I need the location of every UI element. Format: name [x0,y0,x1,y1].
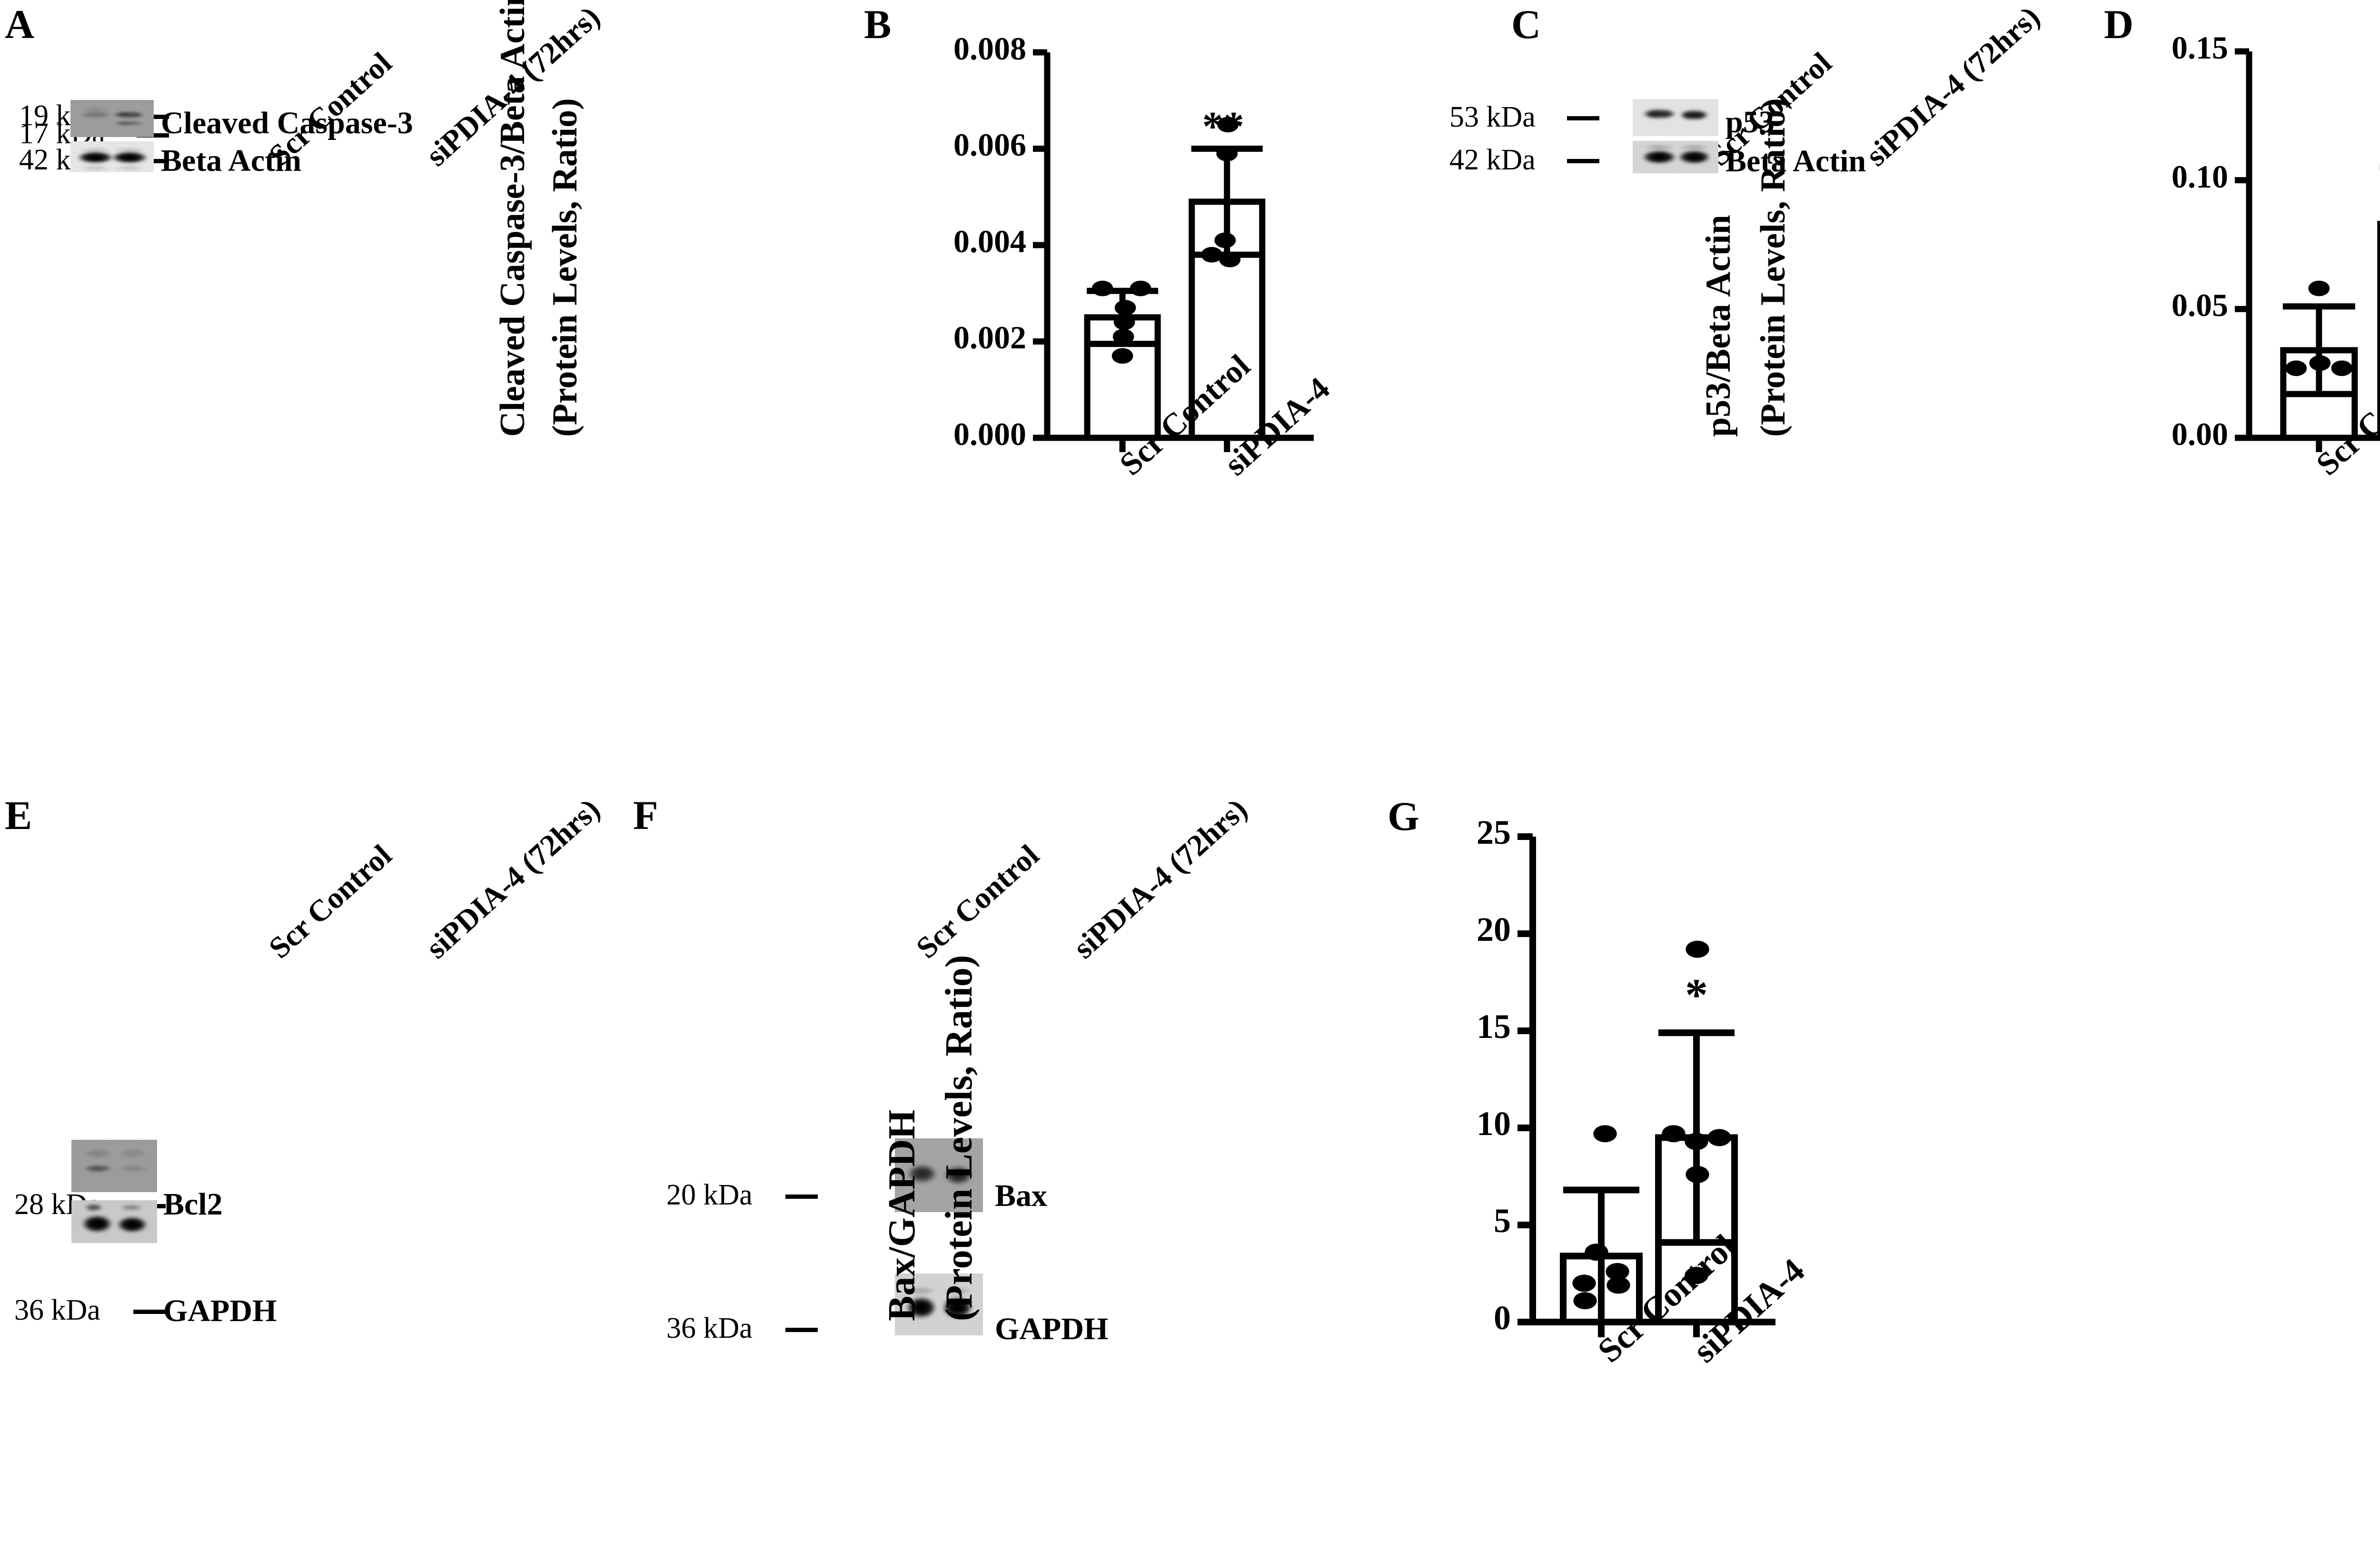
data-point [1686,941,1709,958]
data-point [1114,315,1135,330]
y-tick-label: 10 [1439,1106,1511,1141]
y-tick-label: 20 [1439,912,1511,947]
y-axis-title-line2: (Protein Levels, Ratio) [940,955,1426,1321]
significance-marker-2: ** [1202,106,1244,148]
data-point [1130,281,1151,296]
data-point [1112,348,1133,364]
figure-canvas: A Scr Control siPDIA-4 (72hrs) 19 kDa 17… [0,0,2380,1550]
data-point [1606,1276,1630,1293]
panel-e-blot-bcl2 [71,1140,157,1192]
y-tick-label: 0.008 [895,32,1026,65]
data-point [1572,1274,1596,1292]
panel-f-lane-label-2: siPDIA-4 (72hrs) [1066,792,1254,966]
panel-g-chart: 0 5 10 15 20 25 Scr Control siPDIA-4 Bax/GAPDH (P… [1380,809,1828,1517]
data-point [2285,360,2307,376]
panel-e-lane-label-2: siPDIA-4 (72hrs) [419,792,606,966]
panel-b-chart: 0.000 0.002 0.004 0.006 0.008 Scr Control siPD… [876,14,1342,595]
panel-e-target-gapdh: GAPDH [163,1295,277,1327]
mw-dash-icon [1567,116,1599,120]
panel-letter-f: F [633,795,658,836]
data-point [1662,1125,1685,1142]
data-point [1115,300,1136,316]
panel-f-mw-36kda: 36 kDa [666,1313,753,1343]
data-point [1113,329,1134,345]
data-point [1573,1292,1597,1309]
data-point [2309,355,2330,371]
panel-e-target-bcl2: Bcl2 [163,1189,223,1220]
mw-dash-icon [785,1195,818,1199]
mw-dash-icon [785,1328,818,1332]
data-point [1092,281,1113,296]
mw-dash-icon [133,1310,166,1314]
panel-e-blot-gapdh [71,1200,157,1243]
y-tick-label: 15 [1439,1009,1511,1044]
panel-f-lane-label-1: Scr Control [909,838,1046,966]
y-axis-title-line2: (Protein Levels, Ratio) [1755,98,2142,437]
data-point [1685,1133,1708,1150]
panel-a-target-beta-actin: Beta Actin [161,145,301,177]
panel-a-target-cleaved-caspase3: Cleaved Caspase-3 [161,108,413,139]
panel-letter-a: A [5,4,34,45]
y-axis-title-line2: (Protein Levels, Ratio) [547,98,933,437]
y-tick-label: 0 [1439,1301,1511,1335]
data-point [1686,1166,1709,1183]
panel-d-chart: 0.000.050.100.15Scr ControlsiPDIA-4p53/B… [2092,14,2380,595]
data-point [1585,1244,1608,1261]
y-tick-label: 5 [1439,1204,1511,1238]
panel-c-mw-42kda: 42 kDa [1449,145,1536,175]
y-tick-label: 25 [1439,815,1511,849]
panel-a-blot-cleaved-caspase3 [70,100,154,137]
panel-f-mw-20kda: 20 kDa [666,1180,753,1210]
panel-c-mw-53kda: 53 kDa [1449,102,1536,132]
data-point [2308,281,2330,296]
significance-marker-2: * [1685,972,1708,1018]
panel-c-blot-p53 [1633,99,1718,136]
y-tick-label: 0.15 [2109,31,2228,64]
data-point [1214,232,1236,248]
panel-e-lane-label-1: Scr Control [262,838,398,966]
panel-c-blot-beta-actin [1633,141,1718,173]
panel-letter-c: C [1511,4,1541,45]
data-point [1593,1125,1616,1142]
panel-e-mw-36kda: 36 kDa [14,1295,100,1325]
data-point [1707,1129,1731,1146]
panel-a-blot-beta-actin [70,141,154,172]
panel-letter-e: E [5,795,32,836]
panel-b-plot [876,14,1342,595]
data-point [2331,360,2352,376]
data-point [1219,252,1240,267]
mw-dash-icon [1567,159,1599,163]
